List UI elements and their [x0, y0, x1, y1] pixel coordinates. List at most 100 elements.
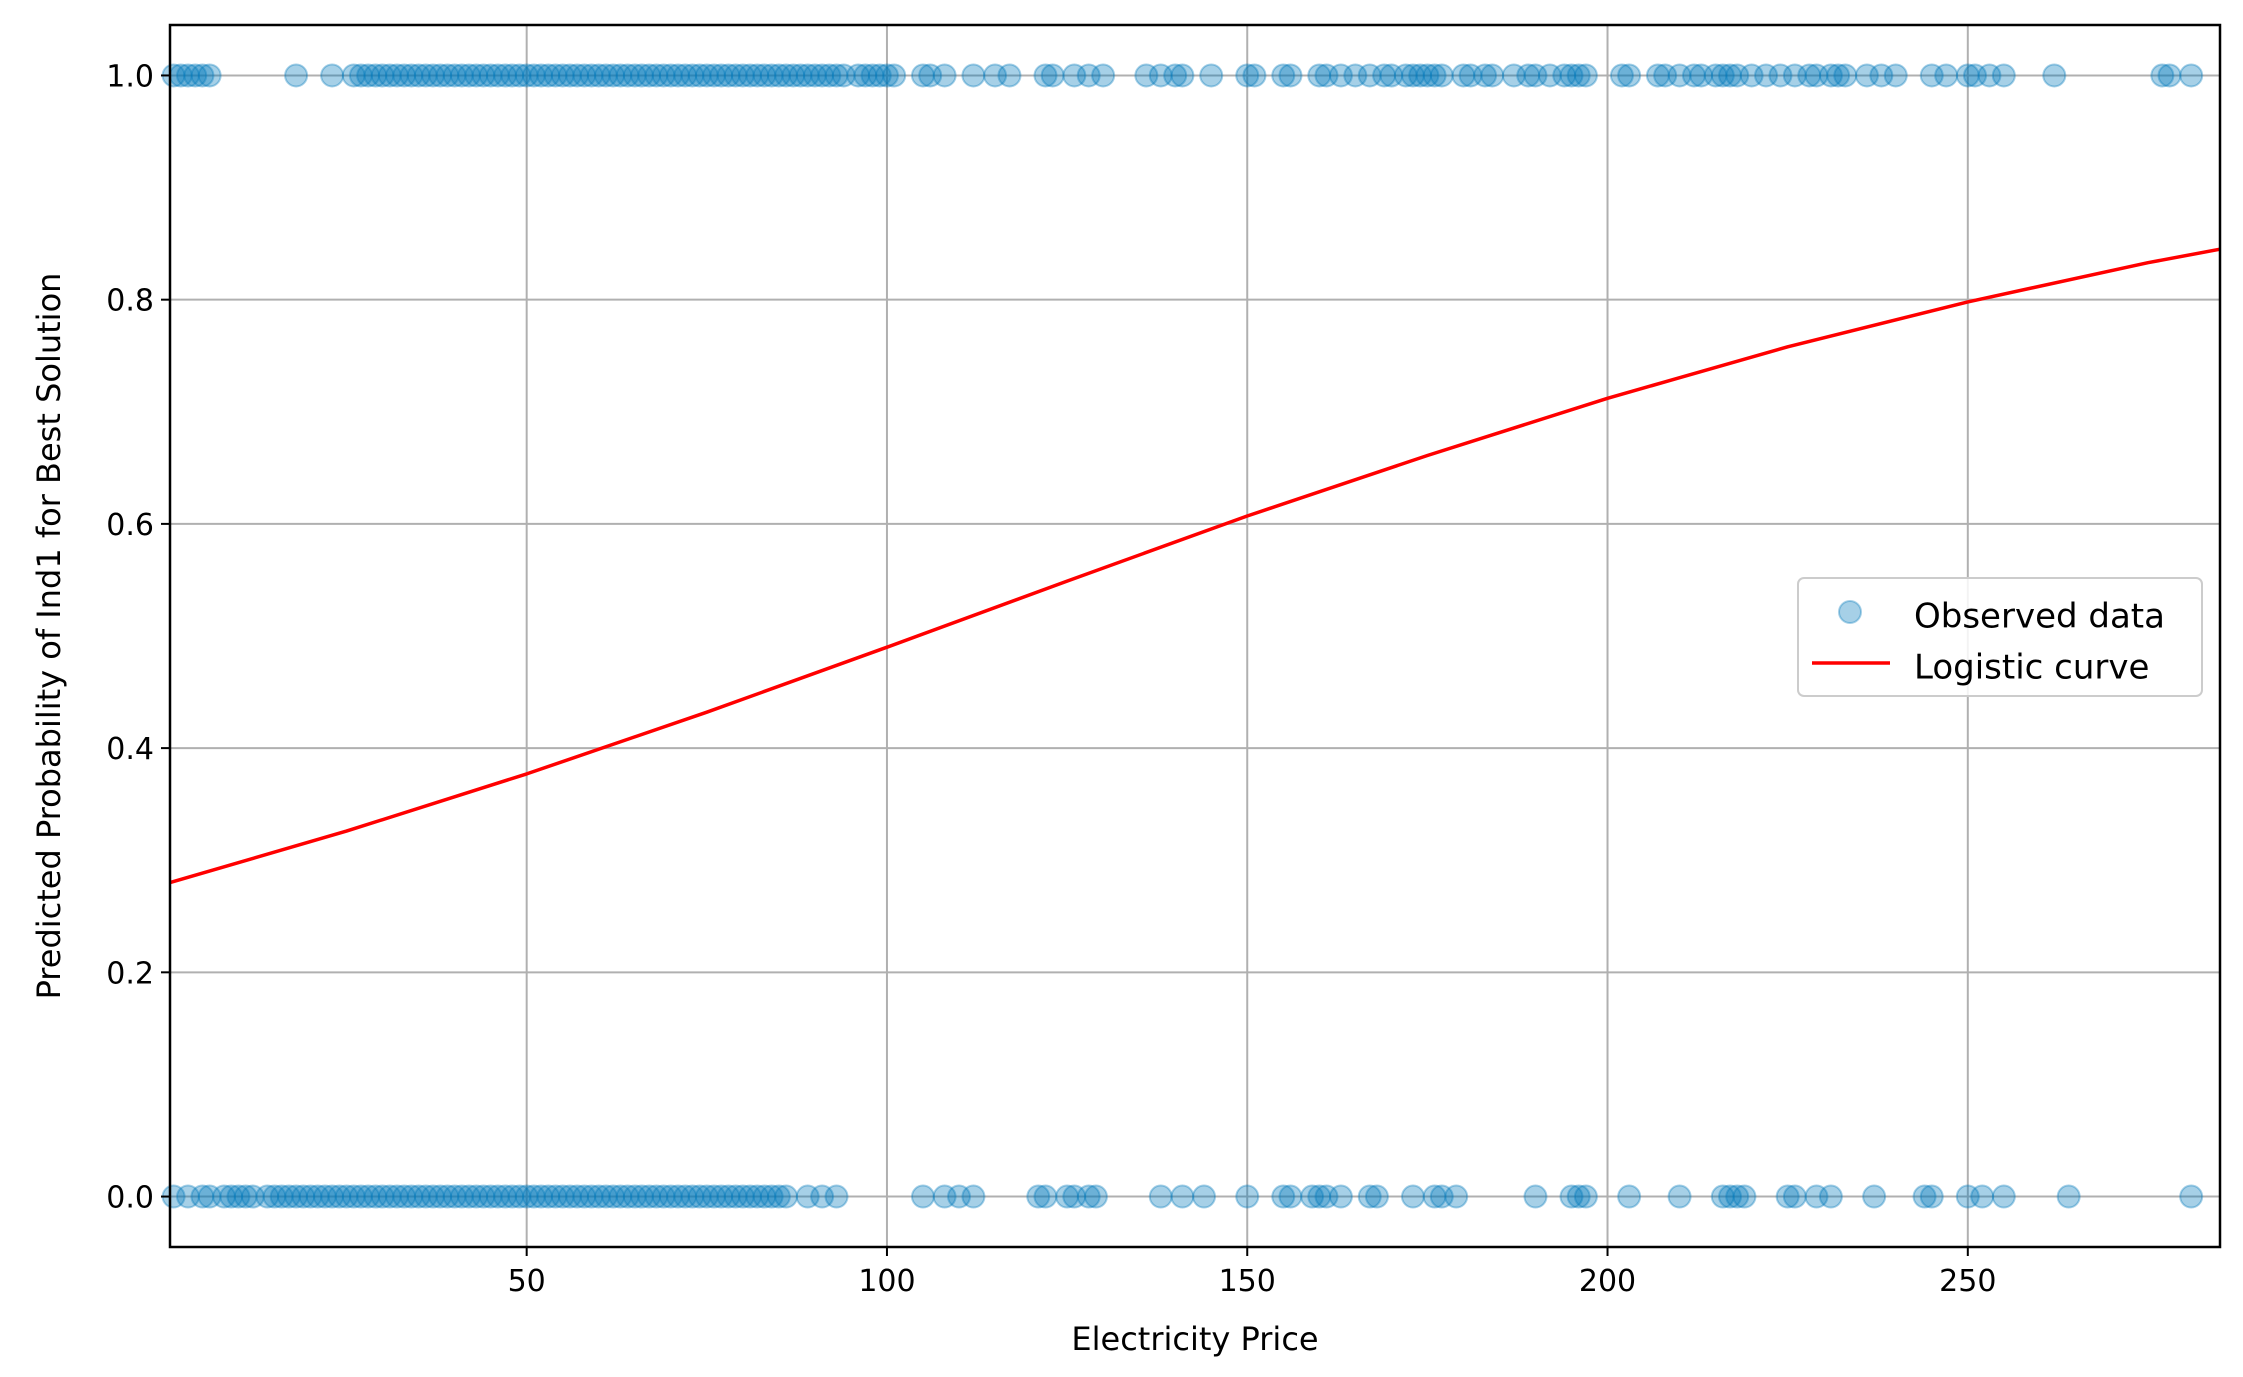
observed-data-point [1400, 1184, 1425, 1209]
y-axis-title: Predicted Probability of Ind1 for Best S… [30, 273, 68, 1000]
observed-data-point [536, 1184, 561, 1209]
observed-data-point [442, 1184, 467, 1209]
observed-data-point [824, 1184, 849, 1209]
observed-data-point [1559, 1184, 1584, 1209]
grid [170, 25, 2220, 1247]
legend-label-observed: Observed data [1914, 597, 2165, 637]
observed-data-point [377, 1184, 402, 1209]
observed-data-point [658, 63, 683, 88]
observed-data-point [593, 63, 618, 88]
y-tick-label: 1.0 [106, 59, 154, 94]
observed-data-point [730, 1184, 755, 1209]
observed-data-point [190, 63, 215, 88]
observed-data-point [738, 1184, 763, 1209]
observed-data-point [1775, 1184, 1800, 1209]
observed-data-point [269, 1184, 294, 1209]
observed-data-point [752, 1184, 777, 1209]
observed-data-point [1076, 1184, 1101, 1209]
observed-data-point [687, 63, 712, 88]
observed-data-point [694, 63, 719, 88]
observed-data-point [910, 1184, 935, 1209]
observed-data-point [1869, 63, 1894, 88]
observed-data-point [363, 63, 388, 88]
observed-data-point [824, 63, 849, 88]
observed-data-point [1862, 1184, 1887, 1209]
legend: Observed data Logistic curve [1797, 577, 2203, 697]
observed-data-point [1062, 1184, 1087, 1209]
observed-data-point [377, 63, 402, 88]
observed-data-point [745, 63, 770, 88]
observed-data-point [557, 63, 582, 88]
observed-data-point [1328, 63, 1353, 88]
observed-data-point [1523, 63, 1548, 88]
observed-data-point [1501, 63, 1526, 88]
observed-data-point [665, 63, 690, 88]
observed-data-point [1408, 63, 1433, 88]
observed-data-point [759, 1184, 784, 1209]
observed-data-point [1566, 1184, 1591, 1209]
observed-data-point [514, 1184, 539, 1209]
observed-data-point [1357, 1184, 1382, 1209]
observed-data-point [334, 1184, 359, 1209]
observed-data-point [1372, 63, 1397, 88]
observed-data-point [291, 1184, 316, 1209]
observed-data-point [197, 1184, 222, 1209]
axis-ticks: 50 100 150 200 250 0.0 0.2 0.4 0.6 0.8 1.0 [106, 59, 1996, 1299]
observed-data-point [413, 63, 438, 88]
observed-data-point [867, 63, 892, 88]
observed-data-point [1026, 1184, 1051, 1209]
observed-data-point [1033, 1184, 1058, 1209]
y-tick-label: 0.0 [106, 1181, 154, 1216]
observed-data-point [1552, 63, 1577, 88]
observed-data-point [1429, 63, 1454, 88]
observed-data-point [2150, 63, 2175, 88]
observed-data-point [392, 63, 417, 88]
observed-data-point [1062, 63, 1087, 88]
observed-data-point [348, 1184, 373, 1209]
observed-data-point [644, 1184, 669, 1209]
observed-data-point [478, 63, 503, 88]
observed-data-point [1055, 1184, 1080, 1209]
observed-data-point [831, 63, 856, 88]
observed-data-point [435, 63, 460, 88]
observed-data-point [550, 63, 575, 88]
observed-data-point [817, 63, 842, 88]
observed-data-point [212, 1184, 237, 1209]
observed-data-point [1991, 63, 2016, 88]
observed-data-point [1963, 63, 1988, 88]
observed-data-point [543, 1184, 568, 1209]
observed-data-point [810, 1184, 835, 1209]
observed-data-point [637, 63, 662, 88]
observed-data-point [1667, 1184, 1692, 1209]
observed-data-point [1516, 63, 1541, 88]
observed-data-point [176, 1184, 201, 1209]
observed-data-point [651, 63, 676, 88]
observed-data-point [1415, 63, 1440, 88]
observed-data-point [932, 1184, 957, 1209]
observed-data-point [1991, 1184, 2016, 1209]
observed-data-point [1710, 63, 1735, 88]
observed-data-point [1033, 63, 1058, 88]
observed-data-point [860, 63, 885, 88]
observed-data-point [716, 1184, 741, 1209]
observed-data-point [1725, 63, 1750, 88]
observed-data-point [428, 1184, 453, 1209]
observed-data-point [327, 1184, 352, 1209]
observed-data-point [644, 63, 669, 88]
observed-data-point [615, 1184, 640, 1209]
observed-data-point [810, 63, 835, 88]
observed-data-point [1400, 63, 1425, 88]
observed-data-point [521, 63, 546, 88]
observed-data-point [442, 63, 467, 88]
observed-data-point [766, 1184, 791, 1209]
observed-data-point [983, 63, 1008, 88]
observed-data-point [219, 1184, 244, 1209]
observed-data-point [1199, 63, 1224, 88]
observed-data-point [593, 1184, 618, 1209]
observed-data-point [586, 63, 611, 88]
observed-data-point [601, 1184, 626, 1209]
observed-data-point [1271, 1184, 1296, 1209]
observed-data-points [161, 63, 2204, 1209]
observed-data-point [615, 63, 640, 88]
observed-data-point [702, 63, 727, 88]
